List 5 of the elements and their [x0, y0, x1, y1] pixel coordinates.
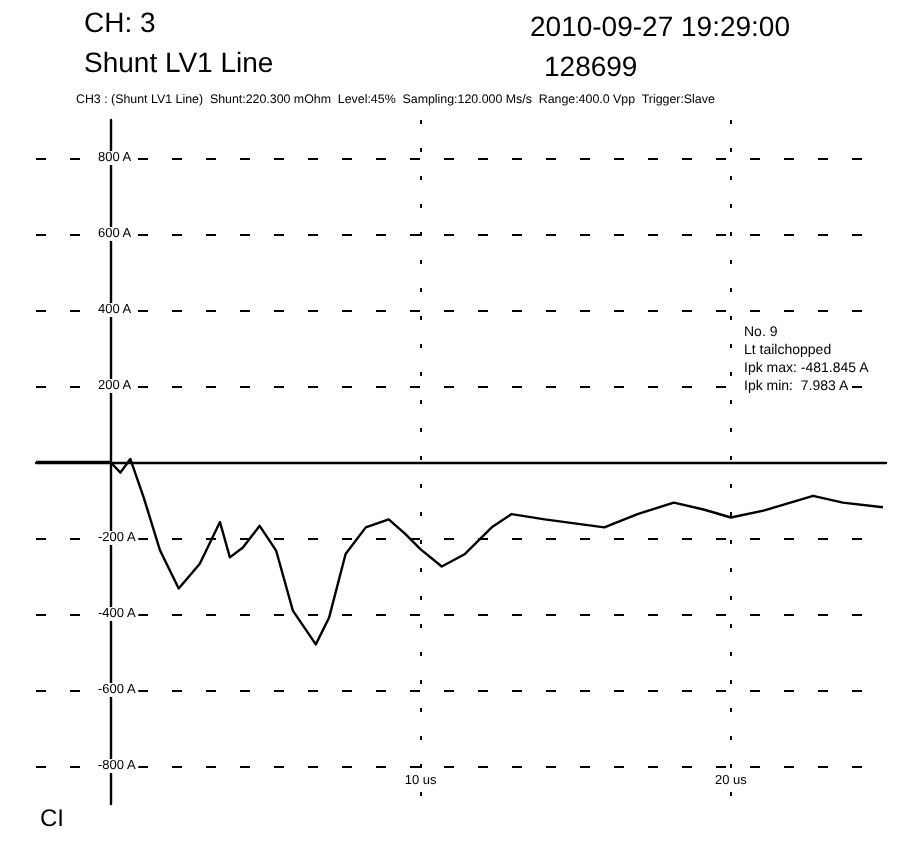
text: 128699 [544, 50, 638, 82]
text: 2010-09-27 19:29:00 [530, 10, 791, 42]
chart-subtitle: Shunt LV1 Line [84, 46, 274, 78]
chart-title: CH: 3 [84, 6, 156, 38]
annotation: CI [40, 804, 64, 832]
